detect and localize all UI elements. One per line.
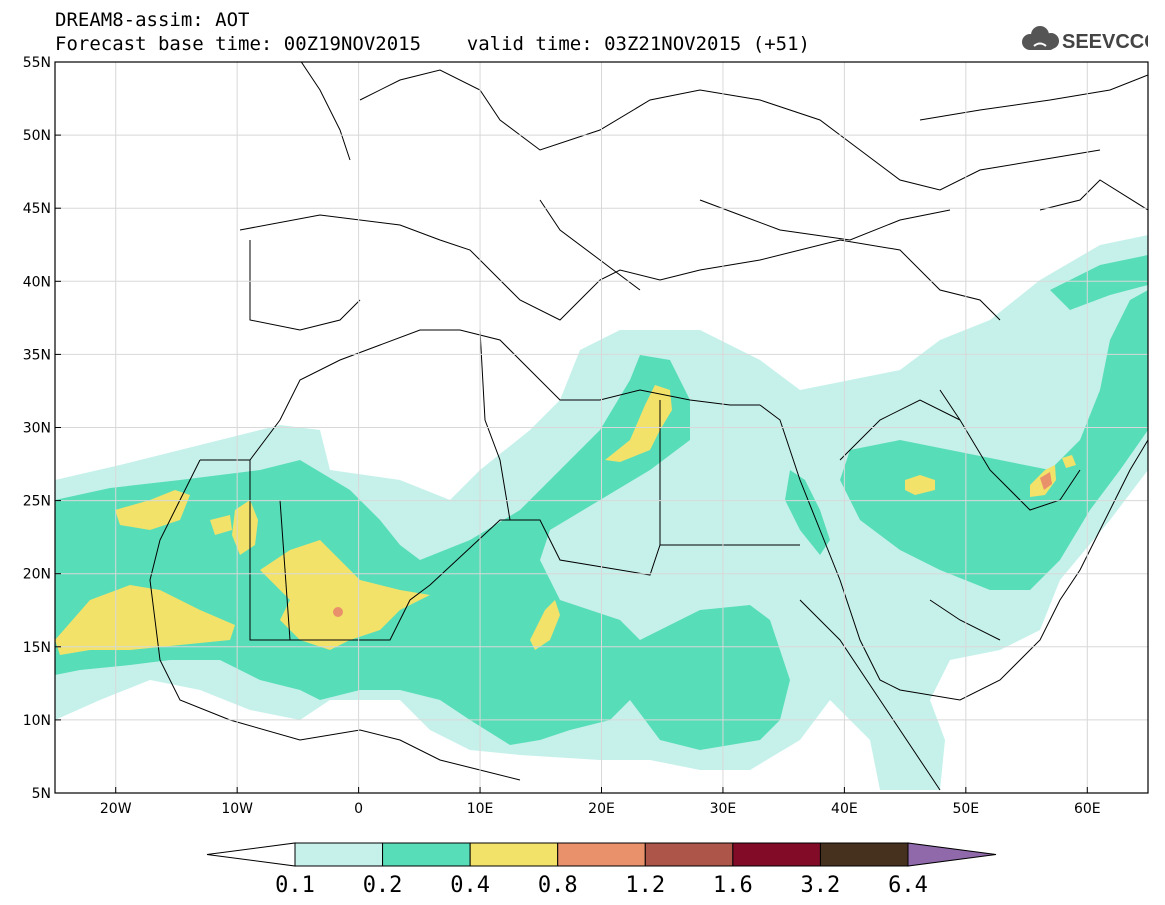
aot-level-0.4 (55, 385, 1076, 655)
lat-tick-label: 25N (23, 494, 51, 510)
lon-tick-label: 20W (100, 801, 132, 817)
colorbar-label: 0.1 (275, 873, 315, 898)
lon-tick-label: 0 (354, 801, 363, 817)
map-frame (54, 61, 1149, 794)
colorbar-swatch (557, 842, 646, 867)
tick-labels: 20W 10W 0 10E 20E 30E 40E 50E 60E 55N 50N 45N 40N 35N… (23, 55, 1101, 817)
lat-tick-label: 35N (23, 347, 51, 363)
lat-tick-label: 20N (23, 567, 51, 583)
lat-tick-label: 40N (23, 274, 51, 290)
map-title: DREAM8-assim: AOT (55, 9, 250, 31)
lon-tick-label: 10E (467, 801, 494, 817)
colorbar-high-arrow (907, 842, 997, 867)
colorbar-label: 1.6 (713, 873, 753, 898)
colorbar-label: 6.4 (888, 873, 928, 898)
lon-tick-label: 10W (221, 801, 253, 817)
lat-tick-label: 45N (23, 201, 51, 217)
seevccc-logo: SEEVCCC (1022, 26, 1148, 53)
lat-tick-label: 10N (23, 713, 51, 729)
lon-tick-label: 60E (1074, 801, 1101, 817)
lon-tick-label: 30E (710, 801, 737, 817)
lon-tick-label: 20E (588, 801, 615, 817)
colorbar-low-arrow (206, 842, 296, 867)
colorbar-label: 0.2 (363, 873, 403, 898)
forecast-times: Forecast base time: 00Z19NOV2015 valid t… (55, 33, 810, 55)
colorbar-label: 0.4 (450, 873, 490, 898)
lat-tick-label: 30N (23, 421, 51, 437)
colorbar-label: 3.2 (801, 873, 841, 898)
colorbar-swatch (819, 842, 909, 867)
colorbar-swatch (644, 842, 734, 867)
colorbar-swatch (382, 842, 471, 867)
colorbar-label: 1.2 (625, 873, 665, 898)
lat-tick-label: 15N (23, 640, 51, 656)
colorbar: 0.1 0.2 0.4 0.8 1.2 1.6 3.2 6.4 (206, 842, 997, 898)
colorbar-swatch (294, 842, 384, 867)
aot-level-0.8 (333, 472, 1052, 617)
lon-tick-label: 50E (952, 801, 979, 817)
colorbar-label: 0.8 (538, 873, 578, 898)
colorbar-swatch (469, 842, 559, 867)
lat-tick-label: 5N (32, 786, 51, 802)
cloud-icon (1022, 26, 1059, 50)
lat-tick-label: 50N (23, 128, 51, 144)
aot-level-0.2 (55, 255, 1148, 750)
logo-text: SEEVCCC (1062, 31, 1148, 53)
lat-tick-label: 55N (23, 55, 51, 71)
lon-tick-label: 40E (831, 801, 858, 817)
colorbar-swatch (732, 842, 821, 867)
